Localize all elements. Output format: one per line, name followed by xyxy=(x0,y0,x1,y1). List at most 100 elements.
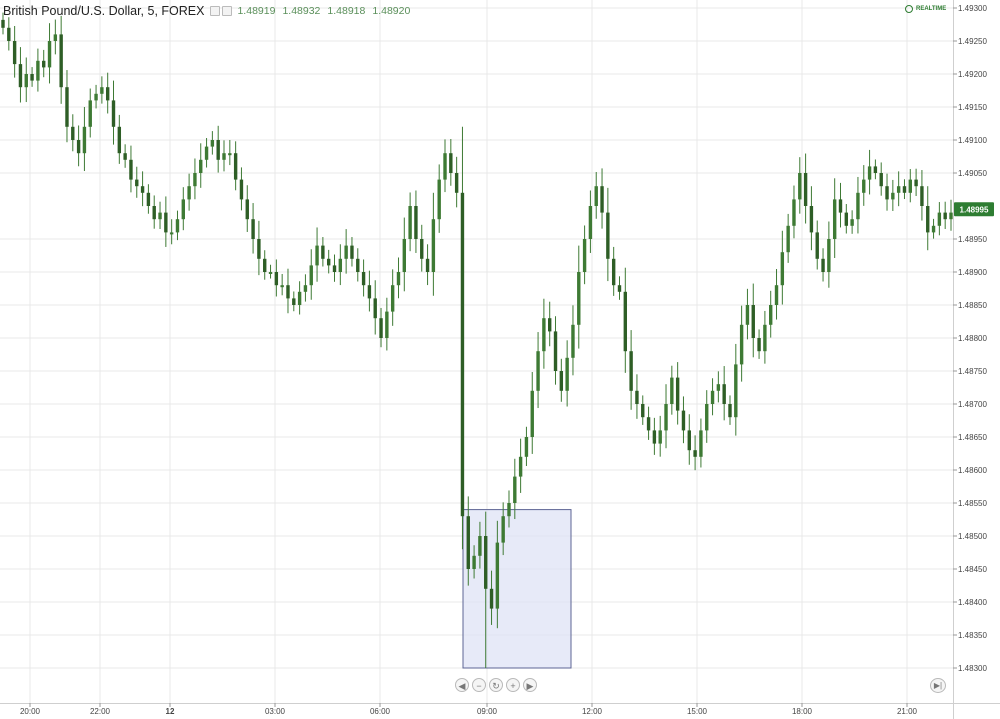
candle-body xyxy=(559,371,564,391)
go-to-end-icon: ▶| xyxy=(933,681,943,690)
reset-button[interactable]: ↻ xyxy=(489,678,503,692)
candle-body xyxy=(7,27,11,41)
candle-body xyxy=(146,192,151,206)
candle-body xyxy=(582,239,587,272)
candle-body xyxy=(263,258,267,272)
ohlc-low: 1.48918 xyxy=(327,5,366,17)
candle-body xyxy=(94,93,98,101)
candle-body xyxy=(751,305,755,338)
symbol-title: British Pound/U.S. Dollar, 5, FOREX xyxy=(3,4,205,18)
candle-body xyxy=(297,291,302,305)
candle-body xyxy=(135,179,139,187)
compare-icon[interactable] xyxy=(222,6,233,16)
candle-body xyxy=(204,146,209,160)
right-arrow-icon: ▶ xyxy=(526,681,534,691)
candle-body xyxy=(47,41,52,68)
candle-body xyxy=(606,212,610,259)
price-tick-label: 1.49250 xyxy=(958,37,987,46)
time-tick-label: 03:00 xyxy=(265,707,286,716)
zoom-in-button[interactable]: + xyxy=(506,678,520,692)
price-tick-label: 1.49100 xyxy=(958,136,987,145)
candle-body xyxy=(111,100,116,127)
candle-body xyxy=(466,516,470,569)
candle-body xyxy=(728,404,732,418)
candle-body xyxy=(30,74,34,81)
candle-body xyxy=(809,206,814,233)
chart-header: British Pound/U.S. Dollar, 5, FOREX 1.48… xyxy=(3,2,417,20)
candle-body xyxy=(42,60,46,68)
candle-body xyxy=(635,390,639,404)
candle-body xyxy=(594,186,598,206)
candle-body xyxy=(920,186,924,206)
candle-body xyxy=(437,179,441,220)
candle-body xyxy=(59,34,63,88)
candle-body xyxy=(164,212,168,233)
candle-body xyxy=(763,324,767,352)
candle-body xyxy=(82,126,87,154)
price-tick-label: 1.48350 xyxy=(958,631,987,640)
candle-body xyxy=(367,285,372,299)
candle-body xyxy=(321,245,325,259)
zoom-out-button[interactable]: − xyxy=(472,678,486,692)
time-tick-label: 09:00 xyxy=(477,707,498,716)
candle-body xyxy=(687,430,691,451)
candle-body xyxy=(629,351,633,391)
candle-body xyxy=(524,437,529,457)
candle-body xyxy=(123,153,127,160)
header-icons xyxy=(210,6,233,16)
candle-body xyxy=(361,272,366,286)
candle-body xyxy=(536,351,540,391)
candle-body xyxy=(786,225,790,253)
candle-body xyxy=(396,272,401,286)
candle-body xyxy=(431,219,436,272)
price-tick-label: 1.48850 xyxy=(958,301,987,310)
candle-body xyxy=(571,324,575,358)
candle-body xyxy=(862,179,866,193)
candle-body xyxy=(18,64,23,88)
candle-body xyxy=(1,19,5,28)
candle-body xyxy=(530,390,534,437)
candle-body xyxy=(501,516,505,543)
candle-body xyxy=(239,179,244,200)
candle-body xyxy=(815,232,819,259)
go-to-end-button[interactable]: ▶| xyxy=(930,678,946,693)
candle-body xyxy=(402,239,407,272)
candle-body xyxy=(350,245,354,259)
candle-body xyxy=(641,404,645,418)
scroll-right-button[interactable]: ▶ xyxy=(523,678,537,692)
candle-body xyxy=(408,206,412,239)
candle-body xyxy=(152,206,156,220)
price-tick-label: 1.49300 xyxy=(958,4,987,13)
candle-body xyxy=(228,153,232,156)
time-tick-label: 06:00 xyxy=(370,707,391,716)
candle-body xyxy=(105,87,110,101)
candle-body xyxy=(390,285,395,312)
price-tick-label: 1.48450 xyxy=(958,565,987,574)
time-tick-label: 15:00 xyxy=(687,707,708,716)
candle-body xyxy=(117,126,122,154)
candle-body xyxy=(495,542,500,609)
candle-body xyxy=(600,186,604,213)
candle-body xyxy=(245,199,249,220)
candle-body xyxy=(856,192,860,220)
candle-body xyxy=(181,199,185,220)
candle-body xyxy=(646,417,651,431)
candle-body xyxy=(623,291,628,352)
settings-icon[interactable] xyxy=(210,6,221,16)
candle-body xyxy=(780,252,785,286)
time-tick-label: 18:00 xyxy=(792,707,813,716)
candle-body xyxy=(286,285,290,299)
candle-body xyxy=(652,430,657,444)
candle-body xyxy=(65,87,69,127)
candle-body xyxy=(803,173,808,206)
candle-body xyxy=(414,206,418,239)
candle-body xyxy=(326,258,331,266)
scroll-left-button[interactable]: ◀ xyxy=(455,678,469,692)
candle-body xyxy=(344,245,348,259)
candle-body xyxy=(169,232,174,235)
candle-body xyxy=(210,140,215,147)
time-tick-label: 21:00 xyxy=(897,707,918,716)
candle-body xyxy=(460,192,465,517)
